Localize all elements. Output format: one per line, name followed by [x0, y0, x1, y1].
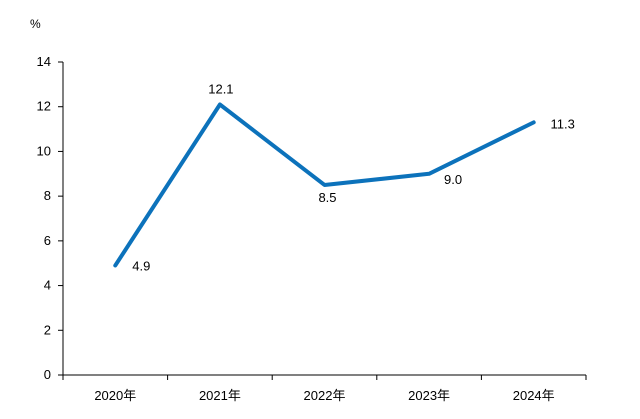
y-tick-label: 10: [37, 143, 51, 158]
x-tick-label: 2023年: [408, 388, 450, 403]
data-label: 4.9: [132, 258, 150, 273]
data-label: 12.1: [208, 81, 233, 96]
y-tick-label: 4: [44, 278, 51, 293]
y-tick-label: 0: [44, 367, 51, 382]
x-axis-ticks: 2020年 2021年 2022年 2023年 2024年: [62, 375, 587, 403]
y-axis-unit-label: %: [30, 17, 41, 31]
data-label: 11.3: [551, 116, 575, 131]
series-line: [113, 102, 536, 268]
data-label: 8.5: [318, 190, 336, 205]
x-tick-label: 2021年: [199, 388, 241, 403]
y-tick-label: 14: [37, 54, 51, 69]
x-tick-label: 2022年: [304, 388, 346, 403]
series-layer: [113, 102, 536, 268]
y-tick-label: 2: [44, 322, 51, 337]
x-tick-label: 2020年: [94, 388, 136, 403]
y-tick-label: 6: [44, 233, 51, 248]
data-labels-layer: 4.9 12.1 8.5 9.0 11.3: [132, 81, 575, 273]
y-tick-label: 12: [37, 99, 51, 114]
x-tick-label: 2024年: [513, 388, 555, 403]
y-tick-label: 8: [44, 188, 51, 203]
y-axis-ticks: 0 2 4 6 8 10 12 14: [37, 54, 63, 382]
data-label: 9.0: [444, 172, 462, 187]
